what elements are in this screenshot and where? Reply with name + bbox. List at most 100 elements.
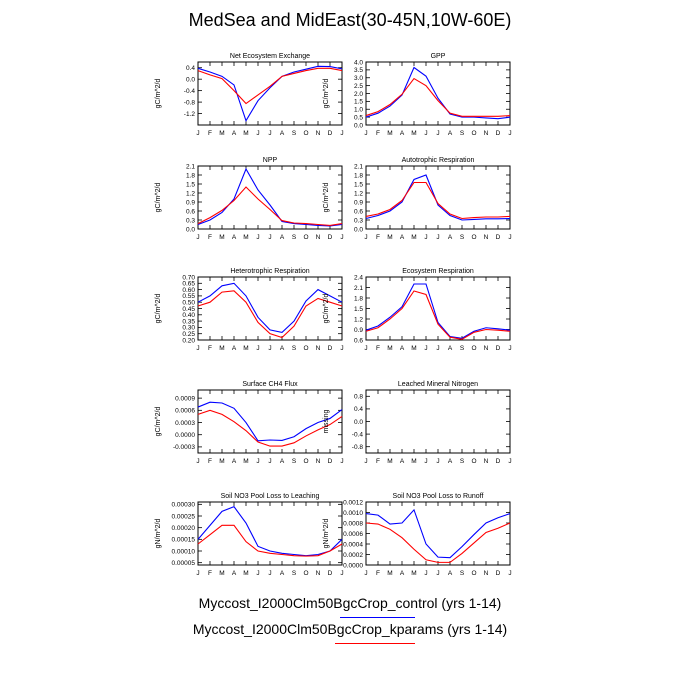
x-tick-label: J — [340, 570, 343, 577]
y-tick-label: 1.2 — [354, 190, 363, 197]
y-tick-label: 0.45 — [182, 306, 195, 313]
y-tick-label: 0.70 — [182, 274, 195, 281]
x-tick-label: N — [316, 130, 321, 137]
series-line-kparams — [197, 67, 343, 105]
y-tick-label: 0.0 — [354, 226, 363, 233]
x-tick-label: J — [436, 458, 439, 465]
x-tick-label: J — [340, 130, 343, 137]
x-tick-label: A — [400, 458, 405, 465]
legend-kparams-label: Myccost_I2000Clm50BgcCrop_kparams (yrs 1… — [192, 621, 508, 637]
y-tick-label: 0.00030 — [172, 502, 196, 509]
y-tick-label: 0.8 — [354, 394, 363, 401]
series-line-kparams — [365, 290, 511, 340]
y-tick-label: 2.4 — [354, 274, 363, 281]
x-tick-label: A — [448, 234, 453, 241]
x-tick-label: M — [411, 130, 416, 137]
y-tick-label: 0.0008 — [343, 520, 363, 527]
y-tick-label: 0.6 — [354, 337, 363, 344]
x-tick-label: O — [471, 458, 476, 465]
y-axis-label: gC/m^2/d — [155, 407, 162, 437]
plot-frame — [197, 501, 343, 566]
x-tick-label: O — [471, 345, 476, 352]
x-tick-label: J — [424, 458, 427, 465]
y-tick-label: 0.0 — [354, 419, 363, 426]
x-tick-label: F — [208, 570, 212, 577]
x-tick-label: N — [484, 570, 489, 577]
y-tick-label: 4.0 — [354, 59, 363, 66]
plot-frame — [365, 276, 511, 341]
x-tick-label: M — [219, 234, 224, 241]
x-tick-label: J — [508, 458, 511, 465]
y-tick-label: 1.8 — [354, 172, 363, 179]
y-tick-label: 2.1 — [186, 163, 195, 170]
y-axis-label: gN/m^2/d — [155, 519, 162, 549]
panel-9: Soil NO3 Pool Loss to Leaching gN/m^2/d 0.… — [155, 493, 344, 577]
x-tick-label: O — [303, 458, 308, 465]
y-tick-label: 1.2 — [354, 316, 363, 323]
x-tick-label: M — [219, 570, 224, 577]
x-tick-label: J — [256, 234, 259, 241]
y-tick-label: 1.8 — [186, 172, 195, 179]
x-tick-label: D — [328, 234, 333, 241]
panel-title: Ecosystem Respiration — [402, 268, 474, 275]
y-axis-label: gC/m^2/d — [155, 79, 162, 109]
y-tick-label: 0.30 — [182, 325, 195, 332]
x-tick-label: J — [196, 234, 199, 241]
series-line-control — [197, 401, 343, 442]
x-tick-label: D — [496, 458, 501, 465]
y-tick-label: 0.0 — [186, 226, 195, 233]
x-tick-label: O — [303, 345, 308, 352]
x-tick-label: J — [364, 345, 367, 352]
series-line-control — [365, 66, 511, 120]
x-tick-label: N — [316, 345, 321, 352]
plot-frame — [197, 165, 343, 230]
x-tick-label: F — [208, 234, 212, 241]
x-tick-label: J — [268, 130, 271, 137]
x-tick-label: J — [268, 345, 271, 352]
x-tick-label: S — [292, 570, 297, 577]
x-tick-label: M — [387, 130, 392, 137]
y-tick-label: 0.50 — [182, 300, 195, 307]
panel-1: Net Ecosystem Exchange gC/m^2/d 0.4 0.0 -0.4… — [155, 53, 344, 137]
y-tick-label: 0.0000 — [343, 562, 363, 569]
x-tick-label: J — [424, 130, 427, 137]
x-tick-label: N — [484, 234, 489, 241]
y-tick-label: 0.0003 — [175, 420, 195, 427]
x-tick-label: S — [460, 345, 465, 352]
panel-title: Soil NO3 Pool Loss to Leaching — [221, 493, 320, 500]
panel-7: Surface CH4 Flux gC/m^2/d -0.0003 0.0000 0.0… — [155, 381, 344, 465]
x-tick-label: A — [448, 130, 453, 137]
y-axis-label: missing — [323, 410, 330, 434]
x-tick-label: J — [196, 345, 199, 352]
plot-frame — [365, 389, 511, 454]
x-tick-label: J — [364, 234, 367, 241]
x-tick-label: S — [460, 570, 465, 577]
x-tick-label: A — [232, 458, 237, 465]
panel-6: Ecosystem Respiration gC/m^2/d 0.6 0.9 1.2 1.… — [323, 268, 512, 352]
y-tick-label: 0.0006 — [343, 531, 363, 538]
x-tick-label: O — [471, 234, 476, 241]
series-line-control — [365, 174, 511, 221]
x-tick-label: N — [316, 570, 321, 577]
x-tick-label: M — [411, 345, 416, 352]
x-tick-label: M — [411, 234, 416, 241]
x-tick-label: F — [376, 345, 380, 352]
y-tick-label: -0.8 — [352, 444, 364, 451]
x-tick-label: N — [484, 130, 489, 137]
x-tick-label: O — [471, 130, 476, 137]
x-tick-label: F — [376, 234, 380, 241]
y-tick-label: 0.55 — [182, 293, 195, 300]
x-tick-label: J — [364, 458, 367, 465]
y-tick-label: 2.1 — [354, 163, 363, 170]
x-tick-label: M — [411, 458, 416, 465]
x-tick-label: A — [280, 458, 285, 465]
y-tick-label: 0.00015 — [172, 537, 196, 544]
x-tick-label: J — [436, 130, 439, 137]
x-tick-label: A — [400, 570, 405, 577]
x-tick-label: J — [508, 345, 511, 352]
series-line-control — [365, 508, 511, 559]
x-tick-label: M — [243, 458, 248, 465]
series-line-kparams — [197, 409, 343, 447]
